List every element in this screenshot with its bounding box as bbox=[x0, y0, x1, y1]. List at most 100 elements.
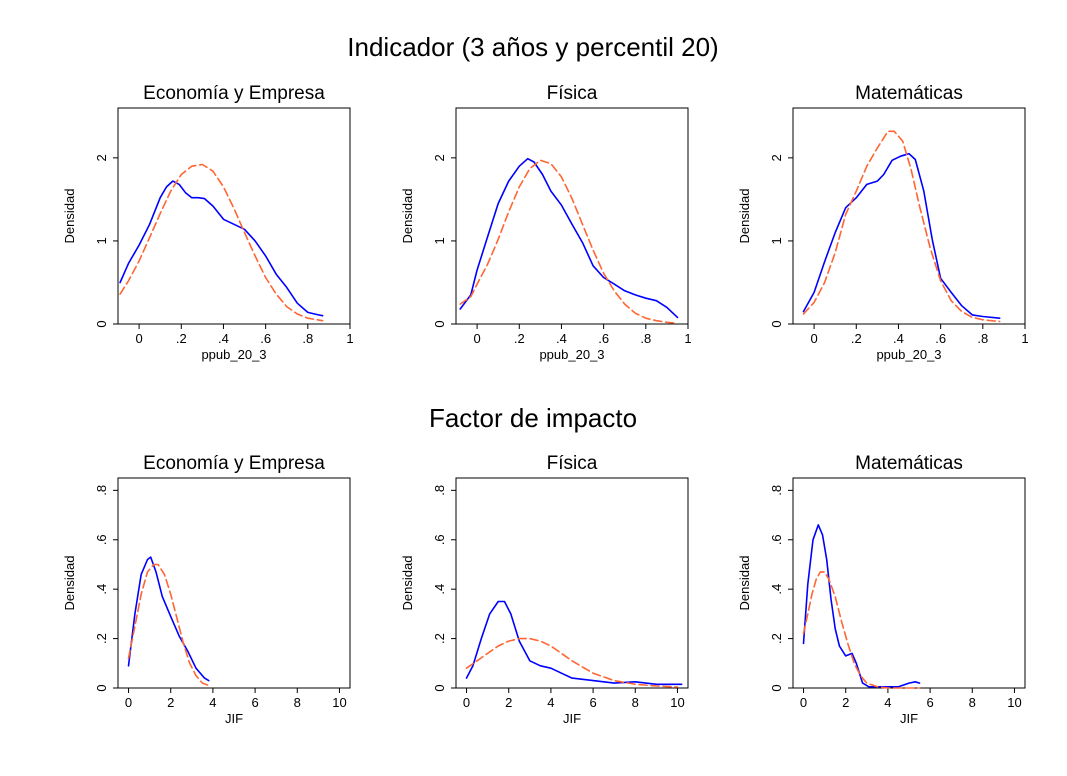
x-tick-label: 2 bbox=[167, 695, 174, 710]
normal-density-line bbox=[802, 130, 1001, 323]
x-tick-label: 1 bbox=[684, 331, 691, 346]
x-tick-label: .6 bbox=[935, 331, 946, 346]
kernel-density-line bbox=[802, 152, 1001, 320]
y-tick-label: 2 bbox=[94, 154, 109, 161]
y-tick-label: 2 bbox=[769, 154, 784, 161]
x-tick-label: 0 bbox=[800, 695, 807, 710]
x-tick-label: 8 bbox=[632, 695, 639, 710]
y-tick-label: .6 bbox=[769, 534, 784, 545]
x-tick-label: 4 bbox=[884, 695, 891, 710]
normal-density-line bbox=[127, 563, 210, 687]
plot-frame bbox=[792, 107, 1026, 325]
y-axis-label: Densidad bbox=[400, 556, 415, 611]
y-tick-label: 2 bbox=[432, 154, 447, 161]
x-axis-label: ppub_20_3 bbox=[539, 347, 604, 362]
kernel-density-line bbox=[465, 600, 683, 686]
y-tick-label: 0 bbox=[432, 684, 447, 691]
x-tick-label: 4 bbox=[209, 695, 216, 710]
x-tick-label: .6 bbox=[598, 331, 609, 346]
x-tick-label: 2 bbox=[505, 695, 512, 710]
x-tick-label: 10 bbox=[332, 695, 346, 710]
y-tick-label: .8 bbox=[94, 485, 109, 496]
x-tick-label: 6 bbox=[926, 695, 933, 710]
panel-matematicas-indicador: Matemáticas 0 .2 .4 .6 .8 1 0 1 2 ppub_20_3 Densida… bbox=[737, 83, 1029, 362]
panel-fisica-jif: Física 0 2 4 6 8 10 0 .2 .4 .6 .8 JIF Densidad bbox=[400, 453, 689, 726]
y-tick-label: 0 bbox=[94, 320, 109, 327]
x-tick-label: 1 bbox=[346, 331, 353, 346]
panel-economia-indicador: Economía y Empresa 0 .2 .4 .6 .8 1 0 1 2 ppub_20_3… bbox=[62, 83, 354, 362]
x-tick-label: 2 bbox=[842, 695, 849, 710]
x-tick-label: 6 bbox=[589, 695, 596, 710]
x-tick-label: 10 bbox=[670, 695, 684, 710]
panel-fisica-indicador: Física 0 .2 .4 .6 .8 1 0 1 2 ppub_20_3 Densidad bbox=[400, 83, 692, 362]
y-axis-label: Densidad bbox=[737, 556, 752, 611]
panel-title: Física bbox=[547, 83, 598, 104]
x-tick-label: .8 bbox=[640, 331, 651, 346]
y-tick-label: 0 bbox=[769, 684, 784, 691]
y-tick-label: .2 bbox=[94, 633, 109, 644]
y-tick-label: .6 bbox=[432, 534, 447, 545]
panel-title: Matemáticas bbox=[855, 453, 963, 474]
y-axis-label: Densidad bbox=[737, 189, 752, 244]
x-tick-label: .4 bbox=[556, 331, 567, 346]
y-tick-label: 1 bbox=[94, 237, 109, 244]
x-tick-label: .2 bbox=[851, 331, 862, 346]
x-tick-label: .8 bbox=[977, 331, 988, 346]
x-tick-label: 4 bbox=[547, 695, 554, 710]
bottom-row-title: Factor de impacto bbox=[429, 403, 637, 433]
panel-title: Matemáticas bbox=[855, 83, 963, 104]
kernel-density-line bbox=[127, 556, 210, 682]
panel-economia-jif: Economía y Empresa 0 2 4 6 8 10 0 .2 .4 .6 .8 JIF Den… bbox=[62, 453, 351, 726]
x-axis-label: JIF bbox=[225, 711, 243, 726]
y-tick-label: .4 bbox=[769, 584, 784, 595]
y-tick-label: .8 bbox=[432, 485, 447, 496]
plot-frame bbox=[792, 477, 1026, 689]
kernel-density-line bbox=[459, 157, 679, 319]
y-tick-label: 1 bbox=[432, 237, 447, 244]
kernel-density-line bbox=[802, 524, 921, 688]
y-tick-label: .2 bbox=[769, 633, 784, 644]
plot-frame bbox=[117, 107, 351, 325]
x-tick-label: 8 bbox=[969, 695, 976, 710]
y-tick-label: 0 bbox=[432, 320, 447, 327]
x-axis-label: ppub_20_3 bbox=[876, 347, 941, 362]
plot-frame bbox=[455, 107, 689, 325]
x-tick-label: .6 bbox=[260, 331, 271, 346]
plot-frame bbox=[455, 477, 689, 689]
y-tick-label: .4 bbox=[94, 584, 109, 595]
y-tick-label: 0 bbox=[94, 684, 109, 691]
x-tick-label: 0 bbox=[125, 695, 132, 710]
y-tick-label: 0 bbox=[769, 320, 784, 327]
x-tick-label: 8 bbox=[294, 695, 301, 710]
x-tick-label: .8 bbox=[302, 331, 313, 346]
y-axis-label: Densidad bbox=[400, 189, 415, 244]
x-axis-label: JIF bbox=[563, 711, 581, 726]
x-tick-label: .2 bbox=[176, 331, 187, 346]
panel-title: Economía y Empresa bbox=[143, 83, 325, 104]
panel-title: Economía y Empresa bbox=[143, 453, 325, 474]
plot-frame bbox=[117, 477, 351, 689]
x-tick-label: 0 bbox=[135, 331, 142, 346]
x-tick-label: 0 bbox=[810, 331, 817, 346]
x-tick-label: .4 bbox=[218, 331, 229, 346]
y-axis-label: Densidad bbox=[62, 189, 77, 244]
x-tick-label: 0 bbox=[463, 695, 470, 710]
y-axis-label: Densidad bbox=[62, 556, 77, 611]
x-axis-label: ppub_20_3 bbox=[201, 347, 266, 362]
normal-density-line bbox=[802, 571, 921, 689]
x-tick-label: 6 bbox=[251, 695, 258, 710]
x-tick-label: 10 bbox=[1007, 695, 1021, 710]
y-tick-label: .2 bbox=[432, 633, 447, 644]
y-tick-label: .6 bbox=[94, 534, 109, 545]
panel-matematicas-jif: Matemáticas 0 2 4 6 8 10 0 .2 .4 .6 .8 JIF Densidad bbox=[737, 453, 1026, 726]
panel-title: Física bbox=[547, 453, 598, 474]
x-tick-label: 0 bbox=[473, 331, 480, 346]
top-row-title: Indicador (3 años y percentil 20) bbox=[347, 32, 718, 62]
x-tick-label: .4 bbox=[893, 331, 904, 346]
y-tick-label: .4 bbox=[432, 584, 447, 595]
x-tick-label: 1 bbox=[1021, 331, 1028, 346]
x-axis-label: JIF bbox=[900, 711, 918, 726]
x-tick-label: .2 bbox=[514, 331, 525, 346]
normal-density-line bbox=[119, 163, 324, 322]
